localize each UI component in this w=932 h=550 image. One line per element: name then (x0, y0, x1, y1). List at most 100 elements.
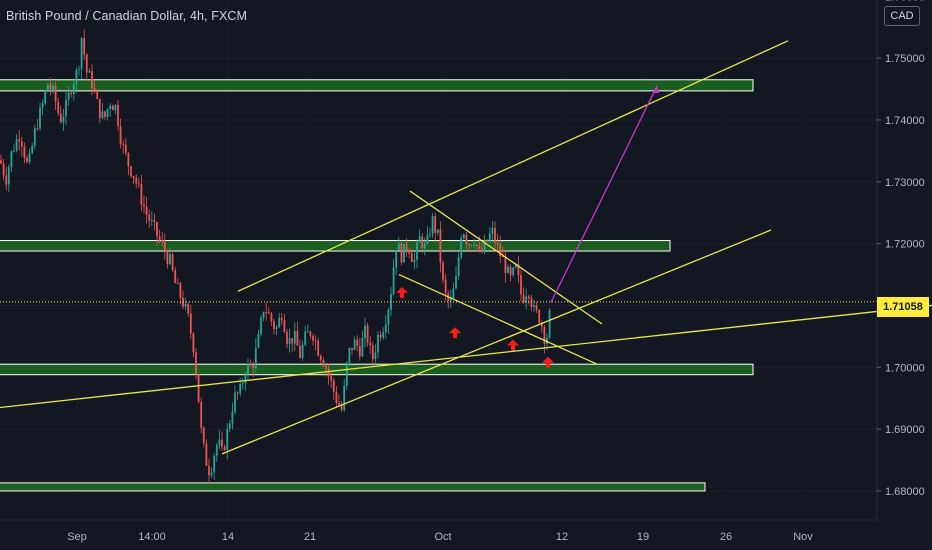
candle-body (223, 446, 226, 450)
candle-body (546, 337, 548, 344)
trendline[interactable] (0, 304, 932, 409)
candle-body (325, 366, 327, 369)
up-arrow-icon (507, 339, 519, 351)
candle-body (509, 266, 512, 275)
candle-body (252, 365, 255, 369)
candle-body (403, 243, 405, 263)
candle-body (392, 267, 395, 295)
candle-body (176, 283, 179, 285)
candle-body (364, 325, 366, 339)
candle-body (314, 340, 317, 342)
candle-body (327, 368, 330, 376)
candle-body (512, 267, 515, 275)
candle-body (358, 345, 361, 357)
candle-body (85, 54, 88, 73)
candle-body (18, 139, 21, 142)
candle-body (145, 206, 148, 215)
candle-body (293, 330, 296, 344)
projection-line[interactable] (550, 85, 658, 303)
zone-rect[interactable] (0, 79, 754, 92)
candle-body (187, 303, 190, 314)
candle-body (283, 320, 286, 332)
candle-body (213, 455, 216, 473)
candle-body (83, 38, 86, 55)
candle-body (540, 323, 543, 327)
candle-body (439, 229, 442, 263)
projection-arrowhead (653, 85, 659, 93)
time-axis[interactable]: Sep 14:00 14 21 Oct 12 19 26 Nov (67, 531, 813, 543)
trendline[interactable] (237, 40, 789, 292)
candle-body (254, 347, 257, 369)
candle-body (468, 244, 470, 246)
candle-body (452, 288, 455, 299)
candle-body (210, 472, 213, 476)
candle-body (332, 380, 335, 392)
candle-body (15, 139, 18, 151)
candle-body (174, 270, 177, 284)
candle-body (158, 236, 161, 240)
candle-body (275, 327, 278, 330)
candle-body (200, 402, 203, 428)
candle-body (197, 374, 200, 403)
candle-body (13, 150, 15, 152)
zone-rect[interactable] (0, 240, 671, 252)
candle-body (306, 331, 309, 333)
candle-body (265, 312, 268, 314)
up-arrow-icon (449, 327, 461, 339)
candle-body (488, 233, 491, 242)
candle-body (267, 312, 270, 314)
candle-body (189, 313, 192, 334)
candle-body (239, 383, 242, 394)
candle-body (202, 427, 205, 444)
candle-body (525, 296, 528, 303)
candle-body (96, 90, 99, 99)
zone-rect[interactable] (0, 482, 706, 492)
candle-body (514, 263, 517, 268)
candle-body (57, 101, 60, 114)
price-axis[interactable]: 1.750001.740001.730001.720001.710001.700… (877, 0, 925, 498)
up-arrow-icon (542, 356, 554, 368)
candle-body (400, 243, 403, 263)
candle-body (530, 298, 533, 308)
candle-body (340, 405, 343, 410)
current-price-label: 1.71058 (877, 297, 929, 317)
candle-body (70, 92, 73, 94)
candle-body (413, 259, 416, 262)
candle-body (442, 262, 444, 280)
candle-body (416, 242, 418, 260)
candle-body (377, 334, 379, 353)
trendline[interactable] (221, 229, 772, 455)
candle-body (319, 355, 322, 361)
candle-body (111, 105, 114, 111)
candle-body (33, 128, 36, 146)
candle-body (23, 146, 26, 158)
candle-body (387, 309, 390, 325)
candle-body (481, 248, 483, 252)
time-tick-label: Nov (793, 531, 813, 543)
candle-body (270, 313, 273, 322)
currency-badge[interactable]: CAD (884, 6, 920, 26)
candle-body (7, 167, 10, 185)
candle-body (431, 215, 434, 235)
candle-body (374, 352, 377, 360)
price-tick-label: 1.75000 (885, 53, 925, 65)
candle-body (218, 439, 221, 446)
candle-body (517, 263, 520, 276)
candle-body (494, 227, 496, 243)
candle-body (65, 100, 67, 117)
candle-body (504, 256, 507, 273)
candle-body (356, 339, 359, 346)
candle-body (379, 334, 382, 338)
candle-body (241, 383, 244, 385)
candle-body (434, 215, 437, 233)
candle-body (486, 239, 489, 242)
candle-body (309, 331, 312, 336)
candle-body (330, 375, 333, 381)
candle-body (46, 84, 49, 92)
trendline[interactable] (398, 273, 598, 365)
candle-body (410, 253, 413, 262)
candle-body (535, 305, 538, 311)
candle-body (436, 229, 439, 233)
